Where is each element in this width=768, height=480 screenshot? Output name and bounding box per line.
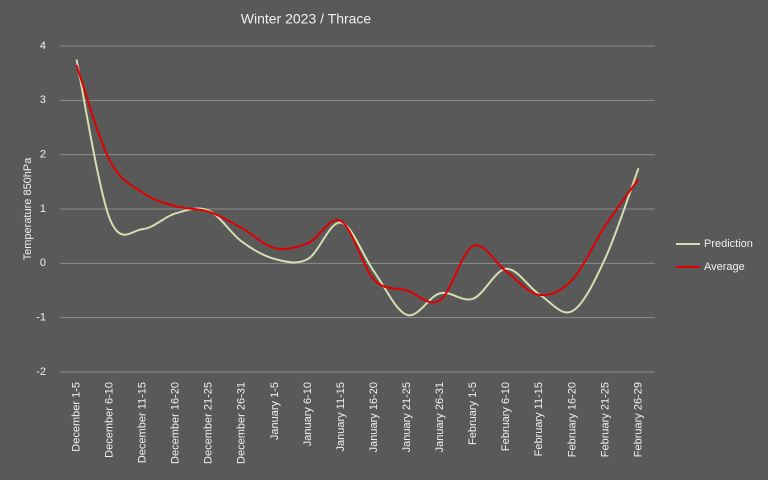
y-tick-label: 2 bbox=[40, 149, 46, 161]
x-tick-label: February 1-5 bbox=[467, 382, 479, 445]
y-tick-label: 1 bbox=[40, 203, 46, 215]
x-tick-label: January 21-25 bbox=[401, 382, 413, 452]
x-tick-label: February 6-10 bbox=[500, 382, 512, 451]
x-tick-label: February 21-25 bbox=[599, 382, 611, 457]
x-tick-label: February 26-29 bbox=[632, 382, 644, 457]
x-tick-label: January 26-31 bbox=[434, 382, 446, 452]
series-line bbox=[75, 59, 640, 317]
y-tick-label: 4 bbox=[40, 40, 46, 52]
y-tick-label: 0 bbox=[40, 257, 46, 269]
x-tick-label: January 1-5 bbox=[269, 382, 281, 440]
x-tick-label: December 21-25 bbox=[203, 382, 215, 464]
x-tick-label: February 16-20 bbox=[566, 382, 578, 457]
x-tick-label: January 6-10 bbox=[302, 382, 314, 446]
x-tick-label: December 11-15 bbox=[137, 382, 149, 463]
x-tick-label: December 1-5 bbox=[70, 382, 82, 452]
chart-title: Winter 2023 / Thrace bbox=[241, 11, 372, 27]
x-tick-label: February 11-15 bbox=[533, 382, 545, 456]
x-tick-label: January 16-20 bbox=[368, 382, 380, 452]
legend-label: Prediction bbox=[704, 238, 753, 250]
legend-label: Average bbox=[704, 261, 745, 273]
y-tick-label: -1 bbox=[36, 312, 46, 324]
x-tick-label: January 11-15 bbox=[335, 382, 347, 452]
x-tick-label: December 26-31 bbox=[236, 382, 248, 464]
x-tick-label: December 16-20 bbox=[170, 382, 182, 464]
y-tick-label: 3 bbox=[40, 94, 46, 106]
y-axis-label: Temperature 850hPa bbox=[22, 157, 34, 261]
y-tick-label: -2 bbox=[36, 366, 46, 378]
series-line bbox=[75, 64, 640, 304]
x-tick-label: December 6-10 bbox=[103, 382, 115, 458]
